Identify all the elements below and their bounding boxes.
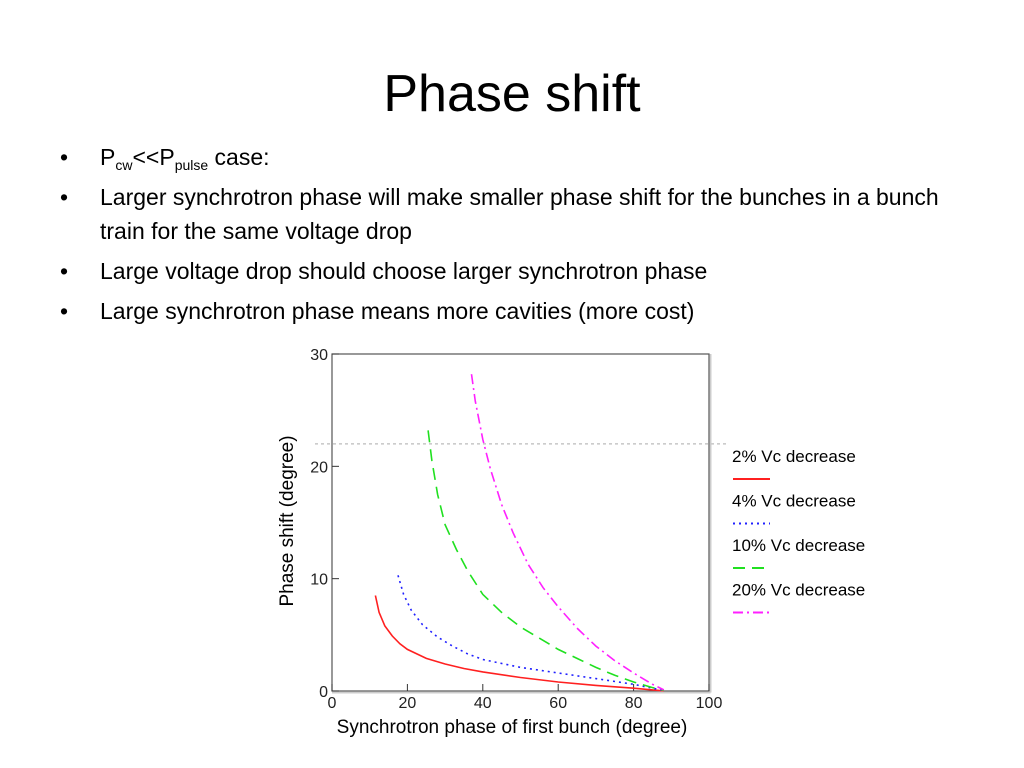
bullet-dot: • xyxy=(60,144,69,170)
series-line-4 xyxy=(470,374,665,691)
bullet-item: • Pcw<<Ppulse case: xyxy=(58,140,968,174)
subscript-cw: cw xyxy=(115,157,133,173)
bullet-text: Large synchrotron phase means more cavit… xyxy=(100,298,695,324)
y-axis-label: Phase shift (degree) xyxy=(277,435,298,606)
legend-label: 2% Vc decrease xyxy=(732,447,856,466)
y-tick-label: 0 xyxy=(319,684,328,701)
bullet-item: • Larger synchrotron phase will make sma… xyxy=(58,180,968,248)
bullet-item: • Large voltage drop should choose large… xyxy=(58,254,968,288)
x-tick-label: 100 xyxy=(696,695,723,712)
bullet-text: Pcw<<Ppulse case: xyxy=(100,144,270,173)
bullet-dot: • xyxy=(60,298,69,324)
x-tick-label: 40 xyxy=(474,695,492,712)
y-tick-label: 30 xyxy=(310,347,328,364)
bullet-dot: • xyxy=(60,184,69,210)
bullet-text-part: case: xyxy=(208,144,270,170)
bullet-text: Large voltage drop should choose larger … xyxy=(100,258,708,284)
x-tick-label: 80 xyxy=(625,695,643,712)
series-line-3 xyxy=(427,430,664,692)
x-axis-label: Synchrotron phase of first bunch (degree… xyxy=(337,717,688,738)
slide-title: Phase shift xyxy=(383,65,641,123)
subscript-pulse: pulse xyxy=(174,157,209,173)
bullet-item: • Large synchrotron phase means more cav… xyxy=(58,294,968,328)
x-tick-label: 0 xyxy=(328,695,337,712)
x-tick-label: 60 xyxy=(549,695,567,712)
bullet-dot: • xyxy=(60,258,69,284)
series-line-1 xyxy=(374,595,664,692)
plot-frame xyxy=(331,353,710,692)
legend-label: 20% Vc decrease xyxy=(732,581,865,600)
bullet-text-part: <<P xyxy=(132,144,175,170)
bullet-text-part: P xyxy=(100,144,116,170)
x-tick-label: 20 xyxy=(399,695,417,712)
legend-label: 4% Vc decrease xyxy=(732,492,856,511)
y-tick-label: 20 xyxy=(310,459,328,476)
bullet-text: Larger synchrotron phase will make small… xyxy=(100,184,939,244)
legend-label: 10% Vc decrease xyxy=(732,536,865,555)
bullet-list: • Pcw<<Ppulse case: • Larger synchrotron… xyxy=(58,140,968,334)
y-tick-label: 10 xyxy=(310,572,328,589)
